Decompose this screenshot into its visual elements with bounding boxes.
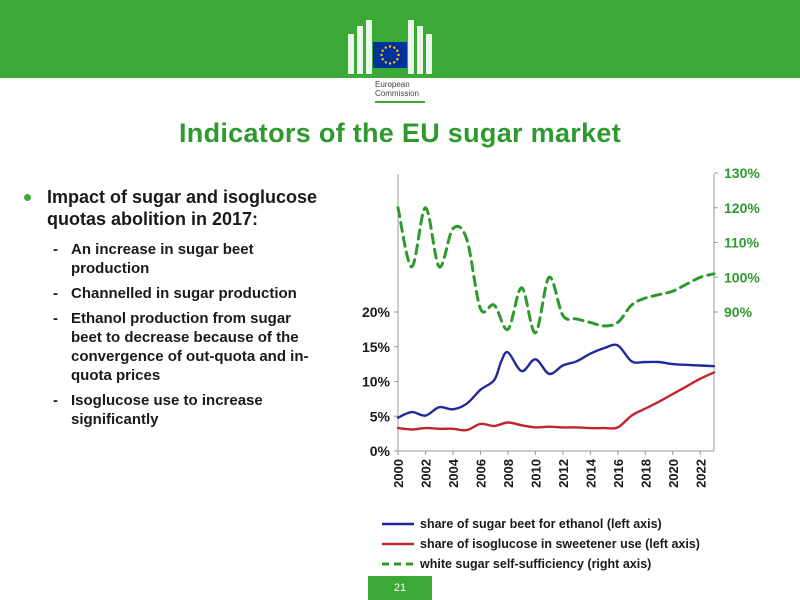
- x-axis-tick-label: 2012: [556, 459, 571, 488]
- x-axis-tick-label: 2010: [528, 459, 543, 488]
- logo-line-1: European: [375, 80, 410, 89]
- x-axis-tick-label: 2000: [391, 459, 406, 488]
- legend-label-1: share of sugar beet for ethanol (left ax…: [420, 517, 662, 531]
- legend-label-3: white sugar self-sufficiency (right axis…: [419, 557, 651, 571]
- main-bullet: Impact of sugar and isoglucose quotas ab…: [22, 186, 322, 230]
- eu-star-icon: [384, 46, 387, 49]
- series-line-3: [396, 206, 716, 335]
- left-axis-tick-label: 5%: [370, 408, 391, 424]
- series-line-1: [396, 343, 716, 419]
- sugar-market-chart: 0% 5% 10% 15% 20% 90% 100% 110% 120% 130% 2000 2002…: [362, 165, 760, 571]
- right-axis-tick-label: 120%: [724, 200, 760, 216]
- right-axis-tick-label: 100%: [724, 269, 760, 285]
- eu-star-icon: [393, 46, 396, 49]
- eu-star-icon: [381, 49, 384, 52]
- eu-star-icon: [396, 58, 399, 61]
- legend-label-2: share of isoglucose in sweetener use (le…: [420, 537, 700, 551]
- sub-bullet-text: Channelled in sugar production: [71, 285, 297, 302]
- x-axis-tick-label: 2014: [583, 458, 598, 488]
- x-axis-tick-label: 2022: [693, 459, 708, 488]
- x-axis-tick-label: 2002: [418, 459, 433, 488]
- left-axis-tick-label: 10%: [362, 374, 391, 390]
- x-axis-tick-label: 2004: [446, 458, 461, 488]
- slide-title: Indicators of the EU sugar market: [178, 118, 621, 148]
- x-axis-tick-label: 2020: [666, 459, 681, 488]
- right-axis-tick-label: 90%: [724, 304, 753, 320]
- right-axis-tick-label: 110%: [724, 235, 760, 251]
- right-axis-tick-label: 130%: [724, 165, 760, 181]
- left-axis-tick-label: 0%: [370, 443, 391, 459]
- eu-star-icon: [393, 61, 396, 64]
- eu-star-icon: [396, 49, 399, 52]
- eu-star-icon: [381, 58, 384, 61]
- bullet-dot-icon: [24, 194, 31, 201]
- sub-bullet-text: An increase in sugar beet production: [71, 241, 254, 277]
- sub-bullet-item: - An increase in sugar beet production: [53, 241, 254, 277]
- left-axis-tick-label: 20%: [362, 304, 391, 320]
- left-axis-tick-label: 15%: [362, 339, 391, 355]
- series-line-2: [396, 371, 716, 432]
- european-commission-logo: [348, 20, 432, 74]
- x-axis-tick-label: 2008: [501, 459, 516, 488]
- sub-bullet-item: - Isoglucose use to increase significantl…: [53, 392, 263, 428]
- eu-star-icon: [388, 45, 392, 48]
- eu-star-icon: [384, 61, 387, 64]
- bullet-list: Impact of sugar and isoglucose quotas ab…: [22, 186, 322, 435]
- main-bullet-text: Impact of sugar and isoglucose quotas ab…: [47, 187, 318, 229]
- x-axis-tick-label: 2018: [638, 459, 653, 488]
- sub-bullet-item: - Channelled in sugar production: [53, 285, 297, 302]
- sub-bullet-list: - An increase in sugar beet production -C…: [22, 240, 322, 429]
- x-axis-tick-label: 2006: [473, 459, 488, 488]
- eu-star-icon: [397, 53, 400, 57]
- eu-star-icon: [388, 62, 392, 65]
- eu-star-icon: [380, 53, 383, 57]
- logo-underline: [375, 101, 425, 103]
- x-axis-tick-label: 2016: [611, 459, 626, 488]
- page-number: 21: [368, 576, 432, 600]
- sub-bullet-text: Isoglucose use to increase significantly: [71, 392, 263, 428]
- logo-line-2: Commission: [375, 89, 420, 98]
- logo-caption: European Commission: [375, 80, 419, 98]
- sub-bullet-text: Ethanol production from sugar beet to de…: [71, 310, 309, 384]
- sub-bullet-item: - Ethanol production from sugar beet to d…: [53, 310, 309, 384]
